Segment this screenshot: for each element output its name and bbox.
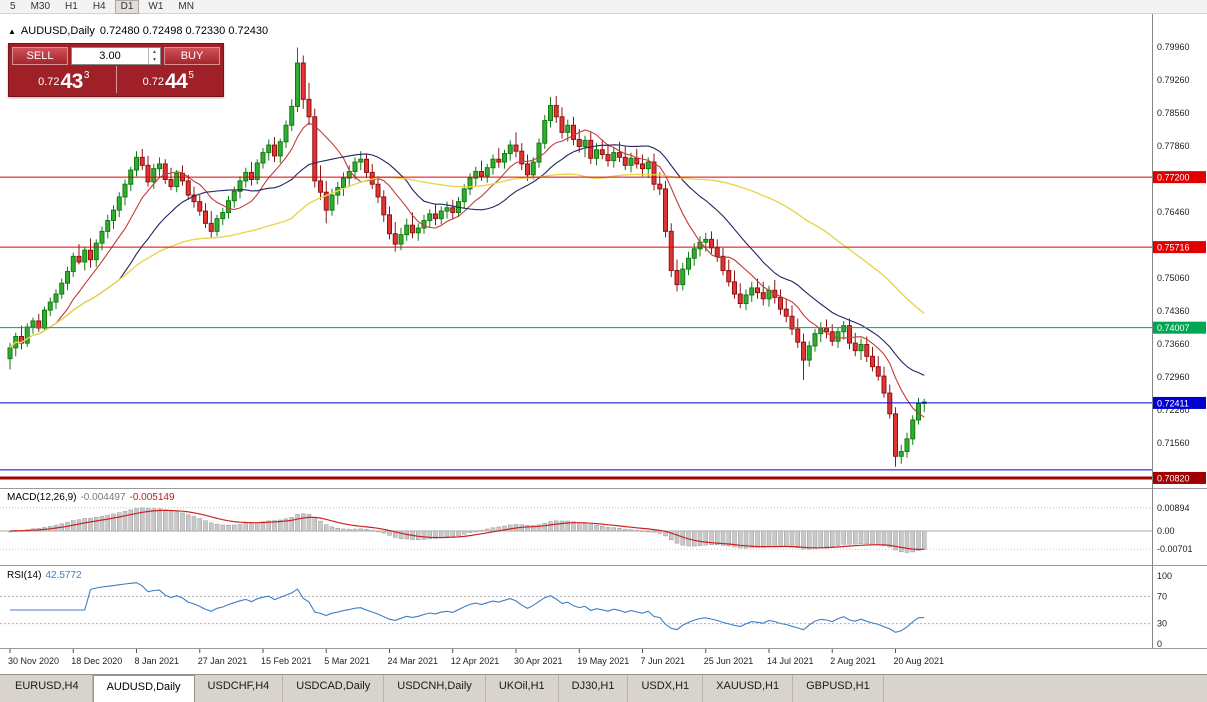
- svg-text:5 Mar 2021: 5 Mar 2021: [324, 656, 370, 666]
- svg-text:30 Nov 2020: 30 Nov 2020: [8, 656, 59, 666]
- chart-ohlc-values: 0.72480 0.72498 0.72330 0.72430: [99, 25, 269, 37]
- svg-text:0.70820: 0.70820: [1157, 473, 1190, 483]
- svg-text:27 Jan 2021: 27 Jan 2021: [198, 656, 248, 666]
- timeframe-button-m30[interactable]: M30: [30, 0, 51, 12]
- price-badge: [1153, 171, 1206, 184]
- macd-signal-value: -0.005149: [129, 492, 175, 503]
- svg-text:15 Feb 2021: 15 Feb 2021: [261, 656, 312, 666]
- price-badge: [1153, 241, 1206, 254]
- svg-text:0.74007: 0.74007: [1157, 323, 1190, 333]
- one-click-trading-panel: SELL 3.00 ▲ ▼ BUY 0.72 43 3 0.72 44 5: [8, 43, 224, 97]
- chart-tab-xauusd-h1[interactable]: XAUUSD,H1: [703, 675, 794, 702]
- chart-tabs-bar: EURUSD,H4 AUDUSD,Daily USDCHF,H4 USDCAD,Dai…: [0, 674, 1207, 702]
- volume-value[interactable]: 3.00: [99, 50, 121, 62]
- chart-tab-usdcad-daily[interactable]: USDCAD,Daily: [283, 675, 385, 702]
- chart-tab-usdchf-h4[interactable]: USDCHF,H4: [195, 675, 284, 702]
- chart-tab-eurusd-h4[interactable]: EURUSD,H4: [2, 675, 93, 702]
- date-axis[interactable]: 30 Nov 2020 18 Dec 2020 8 Jan 2021 27 Jan 2…: [8, 649, 944, 666]
- svg-text:0.73660: 0.73660: [1157, 339, 1190, 349]
- ma-line-20: [9, 144, 925, 376]
- macd-pane[interactable]: [0, 507, 1152, 553]
- svg-text:0.79260: 0.79260: [1157, 75, 1190, 85]
- macd-signal-line: [9, 509, 925, 551]
- volume-spinbox[interactable]: 3.00 ▲ ▼: [71, 47, 161, 65]
- macd-name: MACD(12,26,9): [7, 492, 77, 503]
- svg-text:19 May 2021: 19 May 2021: [577, 656, 629, 666]
- rsi-line: [10, 582, 925, 633]
- bid-price-prefix: 0.72: [38, 76, 60, 88]
- timeframe-button-h4[interactable]: H4: [92, 0, 106, 12]
- svg-text:14 Jul 2021: 14 Jul 2021: [767, 656, 814, 666]
- svg-text:12 Apr 2021: 12 Apr 2021: [451, 656, 500, 666]
- rsi-pane[interactable]: [0, 582, 1152, 633]
- ask-price-big: 44: [165, 70, 188, 93]
- svg-text:7 Jun 2021: 7 Jun 2021: [641, 656, 686, 666]
- macd-value: -0.004497: [80, 492, 126, 503]
- sell-button[interactable]: SELL: [12, 47, 68, 65]
- volume-down-arrow-icon[interactable]: ▼: [152, 57, 157, 63]
- price-pane[interactable]: [7, 47, 927, 467]
- svg-text:0.76460: 0.76460: [1157, 207, 1190, 217]
- chart-symbol-icon: ▲: [8, 26, 16, 36]
- rsi-value: 42.5772: [45, 570, 82, 581]
- chart-tab-usdcnh-daily[interactable]: USDCNH,Daily: [384, 675, 486, 702]
- svg-text:2 Aug 2021: 2 Aug 2021: [830, 656, 876, 666]
- chart-tab-ukoil-h1[interactable]: UKOil,H1: [486, 675, 559, 702]
- svg-text:70: 70: [1157, 591, 1167, 601]
- svg-text:0.75716: 0.75716: [1157, 243, 1190, 253]
- svg-text:0.72960: 0.72960: [1157, 372, 1190, 382]
- timeframe-button-h1[interactable]: H1: [65, 0, 78, 12]
- timeframe-button-mn[interactable]: MN: [178, 0, 194, 12]
- timeframe-button-5[interactable]: 5: [10, 0, 16, 12]
- svg-text:0.78560: 0.78560: [1157, 108, 1190, 118]
- svg-text:0.71560: 0.71560: [1157, 438, 1190, 448]
- svg-text:24 Mar 2021: 24 Mar 2021: [388, 656, 439, 666]
- svg-text:20 Aug 2021: 20 Aug 2021: [894, 656, 945, 666]
- price-badge: [1153, 471, 1206, 484]
- chart-tab-audusd-daily[interactable]: AUDUSD,Daily: [92, 675, 195, 702]
- svg-text:100: 100: [1157, 571, 1172, 581]
- macd-indicator-label: MACD(12,26,9) -0.004497 -0.005149: [7, 492, 175, 503]
- bid-price-big: 43: [60, 70, 84, 93]
- ma-line-50: [9, 173, 925, 349]
- svg-text:0.79960: 0.79960: [1157, 42, 1190, 52]
- timeframe-button-w1[interactable]: W1: [148, 0, 164, 12]
- price-axis[interactable]: 0.79960 0.79260 0.78560 0.77860 0.76460 0.750…: [1153, 42, 1206, 484]
- rsi-name: RSI(14): [7, 570, 42, 581]
- svg-text:-0.00701: -0.00701: [1157, 544, 1193, 554]
- timeframe-toolbar: 5 M30 H1 H4 D1 W1 MN: [0, 0, 1207, 14]
- svg-text:0.00894: 0.00894: [1157, 503, 1190, 513]
- svg-text:0.72260: 0.72260: [1157, 405, 1190, 415]
- svg-text:8 Jan 2021: 8 Jan 2021: [135, 656, 180, 666]
- price-badge: [1153, 321, 1206, 334]
- svg-text:30 Apr 2021: 30 Apr 2021: [514, 656, 563, 666]
- price-badge: [1153, 396, 1206, 409]
- bid-price[interactable]: 0.72 43 3: [12, 66, 117, 93]
- buy-button[interactable]: BUY: [164, 47, 220, 65]
- rsi-indicator-label: RSI(14) 42.5772: [7, 570, 82, 581]
- chart-title: ▲ AUDUSD,Daily 0.72480 0.72498 0.72330 0…: [8, 25, 268, 37]
- chart-tab-usdx-h1[interactable]: USDX,H1: [628, 675, 704, 702]
- svg-text:0: 0: [1157, 639, 1162, 649]
- timeframe-button-d1[interactable]: D1: [114, 0, 140, 14]
- chart-window[interactable]: 0.79960 0.79260 0.78560 0.77860 0.76460 0.750…: [0, 14, 1207, 674]
- svg-text:0.72411: 0.72411: [1157, 398, 1189, 408]
- bid-price-sup: 3: [83, 70, 90, 81]
- chart-tab-gbpusd-h1[interactable]: GBPUSD,H1: [793, 675, 884, 702]
- svg-text:0.00: 0.00: [1157, 526, 1175, 536]
- chart-area[interactable]: 0.79960 0.79260 0.78560 0.77860 0.76460 0.750…: [0, 14, 1207, 674]
- svg-text:25 Jun 2021: 25 Jun 2021: [704, 656, 754, 666]
- ask-price[interactable]: 0.72 44 5: [117, 66, 221, 93]
- svg-text:0.77860: 0.77860: [1157, 141, 1190, 151]
- ask-price-prefix: 0.72: [142, 76, 164, 88]
- volume-up-arrow-icon[interactable]: ▲: [152, 49, 157, 55]
- chart-tab-dj30-h1[interactable]: DJ30,H1: [559, 675, 629, 702]
- svg-text:0.74360: 0.74360: [1157, 306, 1190, 316]
- svg-text:18 Dec 2020: 18 Dec 2020: [71, 656, 122, 666]
- chart-symbol-label: AUDUSD,Daily: [20, 25, 95, 37]
- svg-text:0.77200: 0.77200: [1157, 173, 1190, 183]
- ask-price-sup: 5: [188, 70, 194, 81]
- svg-text:30: 30: [1157, 619, 1167, 629]
- svg-text:0.75060: 0.75060: [1157, 273, 1190, 283]
